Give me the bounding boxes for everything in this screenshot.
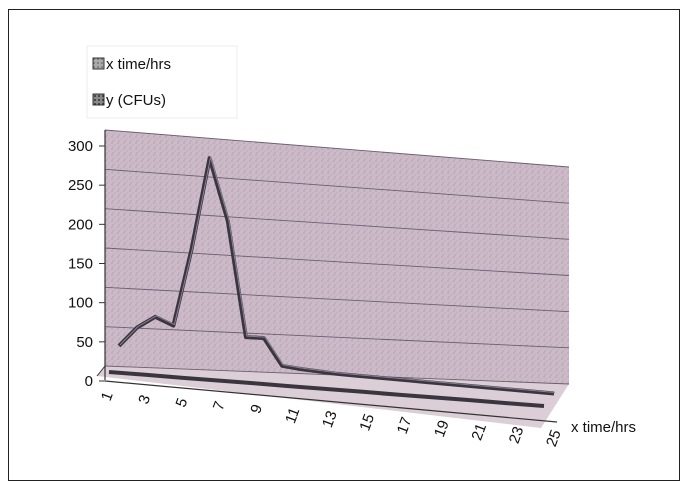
x-axis-label: x time/hrs <box>571 419 636 436</box>
legend-swatch-x-time <box>92 57 105 70</box>
legend-label-y-cfus: y (CFUs) <box>106 92 166 109</box>
y-tick-label: 150 <box>68 256 93 273</box>
legend-label-x-time: x time/hrs <box>106 56 171 73</box>
y-tick-label: 200 <box>68 216 93 233</box>
legend: x time/hrs y (CFUs) <box>86 45 238 119</box>
plot-wall <box>105 130 569 384</box>
legend-box <box>86 45 238 119</box>
x-tick-label: 25 <box>543 428 565 449</box>
gridline <box>104 247 570 276</box>
x-tick-label: 17 <box>394 415 416 436</box>
x-tick-label: 1 <box>98 390 117 404</box>
depth-axis-line <box>96 365 106 377</box>
series-layer <box>108 156 556 408</box>
x-tick-label: 13 <box>319 409 341 430</box>
y-tick-label: 250 <box>68 177 93 194</box>
y-tick-label: 50 <box>76 334 93 351</box>
y-tick-label: 100 <box>68 295 93 312</box>
x-axis-line <box>104 380 558 423</box>
y-tick-label: 300 <box>68 138 93 155</box>
gridline <box>104 129 570 168</box>
gridline <box>104 208 570 240</box>
axes <box>96 130 558 423</box>
gridline <box>104 326 570 349</box>
x-tick-label: 9 <box>247 402 266 416</box>
chart-frame: 0 50 100 150 200 250 300 1 3 5 7 9 11 13 15 17 19 21 23 25… <box>8 9 680 481</box>
gridlines <box>104 129 570 385</box>
series-line-y-cfus <box>117 156 555 396</box>
x-tick-label: 21 <box>468 421 490 442</box>
gridline <box>104 168 570 204</box>
y-tick-labels: 0 50 100 150 200 250 300 <box>68 138 105 390</box>
x-tick-label: 19 <box>431 418 453 439</box>
x-tick-label: 23 <box>506 424 528 445</box>
y-tick-label: 0 <box>85 373 93 390</box>
series-highlight-y-cfus <box>119 156 556 393</box>
x-tick-label: 5 <box>173 396 192 410</box>
legend-swatch-y-cfus <box>92 93 105 106</box>
x-tick-label: 11 <box>282 405 303 425</box>
x-tick-label: 7 <box>210 399 229 413</box>
x-tick-label: 3 <box>135 393 154 407</box>
x-tick-label: 15 <box>356 412 378 433</box>
series-line-x-time <box>108 370 545 408</box>
